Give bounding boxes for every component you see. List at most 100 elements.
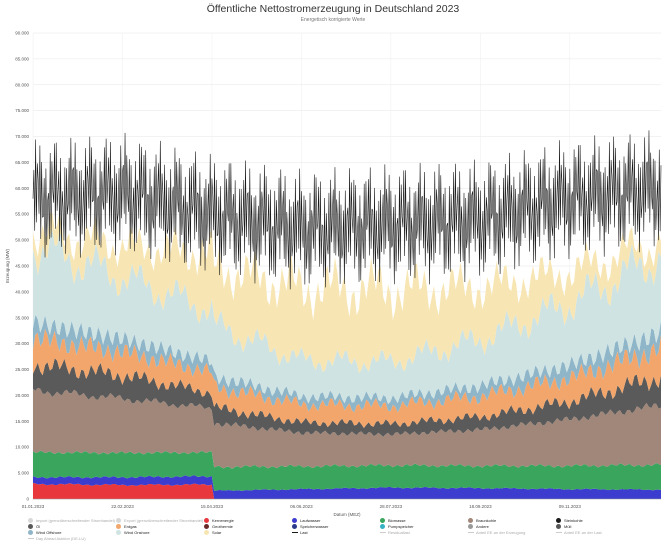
- legend-item[interactable]: Öl: [28, 524, 40, 530]
- legend-label: Erdgas: [124, 524, 137, 529]
- area-braunkohle: [33, 387, 661, 469]
- legend-swatch: [204, 524, 209, 530]
- legend-swatch: [380, 524, 385, 530]
- line-last: [32, 130, 662, 290]
- legend-label: Export (grenzüberschreitender Stromhande…: [124, 518, 204, 523]
- y-tick-label: 90.000: [15, 31, 29, 36]
- legend-swatch: [28, 524, 33, 530]
- legend-label: Residuallast: [388, 530, 410, 535]
- legend-label: Day Ahead Auktion (DE-LU): [36, 536, 86, 541]
- y-tick-label: 75.000: [15, 108, 29, 113]
- legend-item[interactable]: Anteil EE an der Last: [556, 530, 602, 535]
- legend-label: Müll: [564, 524, 572, 529]
- legend-item[interactable]: Erdgas: [116, 524, 137, 530]
- legend-item[interactable]: Geothermie: [204, 524, 233, 530]
- legend-swatch: [204, 530, 209, 536]
- legend-item[interactable]: Wind Offshore: [28, 530, 62, 536]
- legend-swatch: [204, 518, 209, 524]
- legend-label: Geothermie: [212, 524, 233, 529]
- y-tick-label: 30.000: [15, 341, 29, 346]
- legend-swatch: [292, 532, 298, 534]
- y-tick-label: 25.000: [15, 367, 29, 372]
- x-tick-label: 06.06.2023: [290, 504, 313, 509]
- legend-item[interactable]: Pumpspeicher: [380, 524, 414, 530]
- legend-label: Laufwasser: [300, 518, 321, 523]
- legend-item[interactable]: Import (grenzüberschreitender Stromhande…: [28, 518, 115, 524]
- legend-item[interactable]: Laufwasser: [292, 518, 321, 524]
- legend-label: Solar: [212, 530, 222, 535]
- legend-label: Wind Offshore: [36, 530, 62, 535]
- legend-swatch: [380, 532, 386, 534]
- legend-label: Biomasse: [388, 518, 406, 523]
- legend-item[interactable]: Biomasse: [380, 518, 406, 524]
- y-tick-label: 70.000: [15, 134, 29, 139]
- legend-label: Import (grenzüberschreitender Stromhande…: [36, 518, 115, 523]
- legend-swatch: [292, 518, 297, 524]
- legend-swatch: [556, 518, 561, 524]
- legend-item[interactable]: Kernenergie: [204, 518, 234, 524]
- legend-label: Andere: [476, 524, 489, 529]
- legend-swatch: [556, 532, 562, 534]
- y-tick-label: 40.000: [15, 289, 29, 294]
- legend-label: Öl: [36, 524, 40, 529]
- legend-label: Braunkohle: [476, 518, 497, 523]
- x-tick-label: 15.04.2023: [201, 504, 224, 509]
- legend-item[interactable]: Solar: [204, 530, 222, 536]
- legend-swatch: [556, 524, 561, 530]
- legend-swatch: [292, 524, 297, 530]
- legend-swatch: [468, 524, 473, 530]
- area-biomasse: [33, 450, 661, 491]
- y-tick-label: 35.000: [15, 315, 29, 320]
- legend-item[interactable]: Andere: [468, 524, 489, 530]
- legend-item[interactable]: Export (grenzüberschreitender Stromhande…: [116, 518, 204, 524]
- series-areas: [32, 130, 662, 499]
- x-tick-label: 22.02.2023: [111, 504, 134, 509]
- legend-swatch: [28, 538, 34, 540]
- legend-label: Kernenergie: [212, 518, 234, 523]
- area-steinkohle: [33, 358, 661, 437]
- area-wind-offshore: [33, 314, 661, 413]
- legend-item[interactable]: Steinkohle: [556, 518, 583, 524]
- legend-swatch: [116, 518, 121, 524]
- legend-item[interactable]: Wind Onshore: [116, 530, 150, 536]
- x-tick-label: 09.11.2023: [559, 504, 582, 509]
- legend-label: Pumpspeicher: [388, 524, 414, 529]
- legend-label: Last: [300, 530, 308, 535]
- area-wind-onshore: [33, 229, 661, 405]
- legend-label: Anteil EE an der Last: [564, 530, 602, 535]
- legend-swatch: [468, 518, 473, 524]
- legend-item[interactable]: Last: [292, 530, 308, 535]
- legend-label: Steinkohle: [564, 518, 583, 523]
- chart-title: Öffentliche Nettostromerzeugung in Deuts…: [206, 3, 460, 15]
- y-tick-label: 50.000: [15, 238, 29, 243]
- legend-label: Anteil EE an der Erzeugung: [476, 530, 526, 535]
- legend-item[interactable]: Braunkohle: [468, 518, 497, 524]
- y-tick-label: 45.000: [15, 264, 29, 269]
- x-tick-label: 28.07.2023: [380, 504, 403, 509]
- legend-item[interactable]: Day Ahead Auktion (DE-LU): [28, 536, 86, 541]
- y-tick-label: 85.000: [15, 56, 29, 61]
- axes: 0 5.000 10.000 15.000 20.000 25.000 30.000 35.0…: [15, 31, 661, 509]
- chart-subtitle: Energetisch korrigierte Werte: [300, 17, 366, 23]
- y-tick-label: 80.000: [15, 82, 29, 87]
- legend-swatch: [380, 518, 385, 524]
- legend-label: Speicherwasser: [300, 524, 329, 529]
- y-tick-label: 65.000: [15, 160, 29, 165]
- legend-item[interactable]: Anteil EE an der Erzeugung: [468, 530, 525, 535]
- x-axis-label: Datum (MEZ): [334, 512, 362, 517]
- legend-item[interactable]: Müll: [556, 524, 572, 530]
- y-axis-label: Erzeugung (MW): [5, 248, 10, 283]
- y-tick-label: 10.000: [15, 445, 29, 450]
- area-kernenergie: [33, 482, 661, 499]
- y-tick-label: 55.000: [15, 212, 29, 217]
- legend-swatch: [28, 518, 33, 524]
- legend-swatch: [468, 532, 474, 534]
- legend-swatch: [28, 530, 33, 536]
- y-tick-label: 15.000: [15, 419, 29, 424]
- legend-label: Wind Onshore: [124, 530, 150, 535]
- legend-item[interactable]: Residuallast: [380, 530, 410, 535]
- area-solar: [33, 211, 661, 374]
- legend-item[interactable]: Speicherwasser: [292, 524, 329, 530]
- x-tick-label: 18.09.2023: [469, 504, 492, 509]
